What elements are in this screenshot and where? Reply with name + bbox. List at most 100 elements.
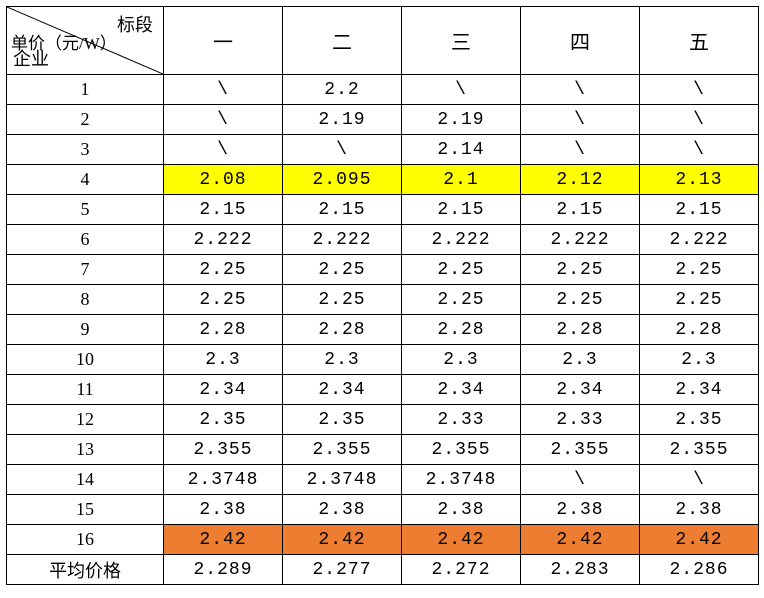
table-cell: 2.3: [402, 345, 521, 375]
table-cell: 2.38: [164, 495, 283, 525]
row-label: 平均价格: [7, 555, 164, 585]
table-cell: 2.25: [402, 255, 521, 285]
table-cell: 2.15: [640, 195, 759, 225]
table-cell: 2.272: [402, 555, 521, 585]
table-cell: \: [521, 75, 640, 105]
column-header: 二: [283, 7, 402, 75]
table-row: 52.152.152.152.152.15: [7, 195, 759, 225]
table-cell: 2.19: [402, 105, 521, 135]
table-cell: 2.34: [402, 375, 521, 405]
table-cell: 2.25: [283, 285, 402, 315]
table-cell: 2.33: [402, 405, 521, 435]
table-cell: 2.222: [283, 225, 402, 255]
table-cell: 2.14: [402, 135, 521, 165]
table-cell: 2.222: [521, 225, 640, 255]
column-header: 四: [521, 7, 640, 75]
table-cell: 2.15: [402, 195, 521, 225]
table-cell: 2.34: [164, 375, 283, 405]
table-cell: 2.222: [164, 225, 283, 255]
table-cell: 2.25: [402, 285, 521, 315]
table-cell: 2.15: [283, 195, 402, 225]
table-cell: 2.34: [640, 375, 759, 405]
table-cell: \: [164, 135, 283, 165]
table-row: 3\\2.14\\: [7, 135, 759, 165]
table-row: 122.352.352.332.332.35: [7, 405, 759, 435]
table-cell: 2.095: [283, 165, 402, 195]
row-label: 16: [7, 525, 164, 555]
table-row: 142.37482.37482.3748\\: [7, 465, 759, 495]
table-cell: 2.25: [283, 255, 402, 285]
table-cell: 2.355: [402, 435, 521, 465]
table-cell: 2.42: [402, 525, 521, 555]
row-label: 13: [7, 435, 164, 465]
row-label: 4: [7, 165, 164, 195]
table-cell: 2.3: [640, 345, 759, 375]
table-row: 62.2222.2222.2222.2222.222: [7, 225, 759, 255]
table-cell: 2.15: [521, 195, 640, 225]
table-cell: 2.42: [640, 525, 759, 555]
table-cell: 2.42: [283, 525, 402, 555]
table-cell: 2.3: [283, 345, 402, 375]
table-cell: 2.3748: [164, 465, 283, 495]
table-cell: \: [640, 135, 759, 165]
table-cell: \: [521, 135, 640, 165]
table-cell: 2.33: [521, 405, 640, 435]
table-cell: 2.38: [402, 495, 521, 525]
table-row: 平均价格2.2892.2772.2722.2832.286: [7, 555, 759, 585]
table-cell: 2.3748: [402, 465, 521, 495]
row-label: 5: [7, 195, 164, 225]
table-cell: 2.277: [283, 555, 402, 585]
table-cell: 2.12: [521, 165, 640, 195]
table-cell: 2.35: [164, 405, 283, 435]
table-cell: 2.289: [164, 555, 283, 585]
table-cell: 2.3748: [283, 465, 402, 495]
table-cell: \: [164, 105, 283, 135]
corner-label-rows: 企业: [13, 45, 49, 71]
table-cell: 2.25: [521, 255, 640, 285]
table-cell: 2.08: [164, 165, 283, 195]
table-cell: 2.25: [164, 285, 283, 315]
table-cell: 2.38: [283, 495, 402, 525]
table-cell: 2.15: [164, 195, 283, 225]
table-cell: 2.19: [283, 105, 402, 135]
table-row: 92.282.282.282.282.28: [7, 315, 759, 345]
table-cell: 2.28: [164, 315, 283, 345]
table-cell: \: [640, 465, 759, 495]
header-row: 标段 单价（元/W） 企业 一二三四五: [7, 7, 759, 75]
row-label: 10: [7, 345, 164, 375]
table-row: 42.082.0952.12.122.13: [7, 165, 759, 195]
table-cell: 2.286: [640, 555, 759, 585]
table-cell: 2.355: [521, 435, 640, 465]
table-cell: \: [521, 465, 640, 495]
table-cell: 2.34: [283, 375, 402, 405]
table-cell: 2.283: [521, 555, 640, 585]
row-label: 2: [7, 105, 164, 135]
table-row: 152.382.382.382.382.38: [7, 495, 759, 525]
row-label: 1: [7, 75, 164, 105]
table-row: 102.32.32.32.32.3: [7, 345, 759, 375]
row-label: 11: [7, 375, 164, 405]
table-cell: 2.222: [640, 225, 759, 255]
row-label: 8: [7, 285, 164, 315]
table-cell: \: [640, 75, 759, 105]
table-cell: 2.28: [640, 315, 759, 345]
table-body: 1\2.2\\\2\2.192.19\\3\\2.14\\42.082.0952…: [7, 75, 759, 585]
table-cell: 2.13: [640, 165, 759, 195]
table-cell: \: [402, 75, 521, 105]
table-cell: 2.355: [164, 435, 283, 465]
table-cell: 2.3: [521, 345, 640, 375]
table-cell: 2.35: [640, 405, 759, 435]
table-row: 162.422.422.422.422.42: [7, 525, 759, 555]
row-label: 12: [7, 405, 164, 435]
table-row: 132.3552.3552.3552.3552.355: [7, 435, 759, 465]
table-row: 82.252.252.252.252.25: [7, 285, 759, 315]
corner-label-columns: 标段: [117, 11, 153, 37]
row-label: 14: [7, 465, 164, 495]
table-cell: 2.42: [521, 525, 640, 555]
table-cell: 2.355: [640, 435, 759, 465]
table-cell: 2.25: [640, 285, 759, 315]
table-cell: 2.25: [640, 255, 759, 285]
table-cell: 2.2: [283, 75, 402, 105]
table-cell: \: [283, 135, 402, 165]
table-cell: 2.3: [164, 345, 283, 375]
